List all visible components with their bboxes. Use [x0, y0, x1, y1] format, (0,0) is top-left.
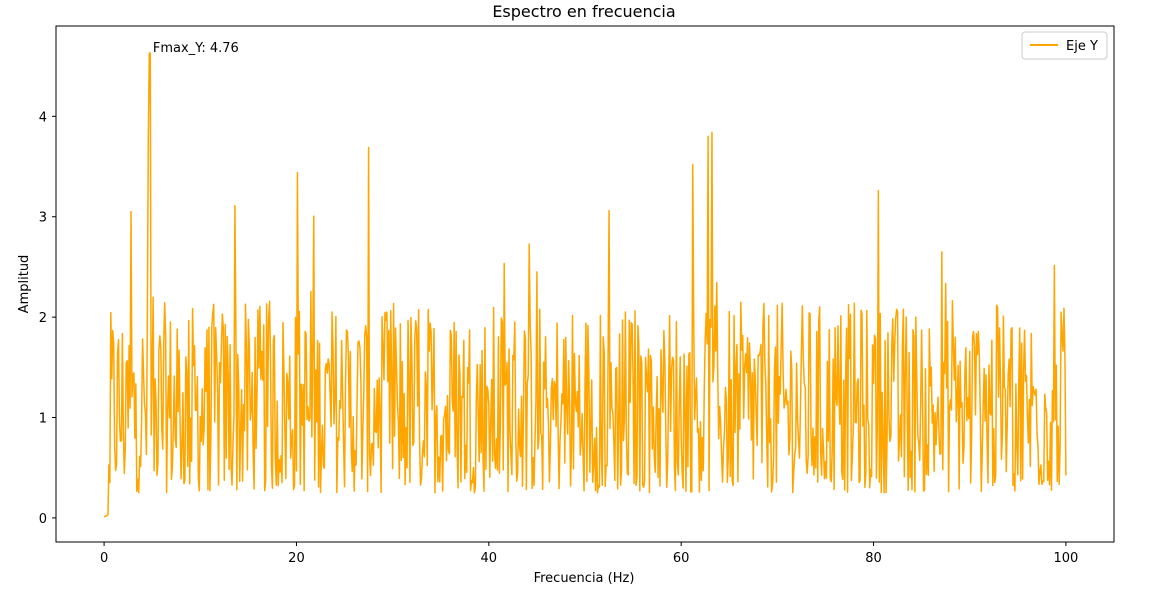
y-tick-label: 1 [39, 412, 47, 427]
x-tick-label: 60 [673, 551, 690, 566]
series-line-eje-y [103, 52, 1067, 518]
max-annotation: Fmax_Y: 4.76 [153, 41, 239, 56]
x-tick-label: 80 [865, 551, 882, 566]
x-axis: 0 20 40 60 80 100 [100, 542, 1078, 566]
plot-frame [55, 25, 1115, 543]
x-tick-label: 20 [288, 551, 305, 566]
x-tick-label: 100 [1053, 551, 1078, 566]
chart-title: Espectro en frecuencia [492, 2, 675, 21]
x-axis-label: Frecuencia (Hz) [534, 571, 635, 586]
y-axis: 0 1 2 3 4 [39, 110, 56, 527]
y-axis-label: Amplitud [17, 255, 32, 314]
legend-label: Eje Y [1066, 39, 1098, 54]
y-tick-label: 3 [39, 211, 47, 226]
legend: Eje Y [1021, 31, 1108, 60]
y-tick-label: 0 [39, 512, 47, 527]
y-tick-label: 2 [39, 311, 47, 326]
y-tick-label: 4 [39, 110, 47, 125]
x-tick-label: 0 [100, 551, 108, 566]
x-tick-label: 40 [481, 551, 498, 566]
